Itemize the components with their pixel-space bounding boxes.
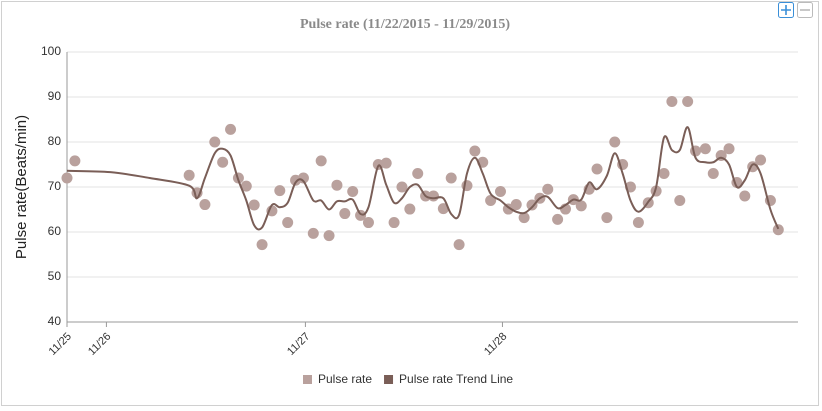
scatter-point [445,172,457,184]
scatter-point [552,213,564,225]
scatter-point [609,136,621,148]
scatter-point [404,203,416,215]
scatter-point [61,172,73,184]
scatter-point [658,168,670,179]
scatter-point [755,154,767,166]
scatter-point [248,199,260,211]
scatter-point [282,217,294,229]
scatter-point [199,199,211,211]
scatter-point [772,224,784,236]
scatter-point [183,169,195,181]
scatter-point [225,123,237,135]
y-tick-label: 90 [48,89,62,103]
scatter-point [469,145,481,157]
scatter-point [739,190,751,202]
x-tick-label: 11/28 [482,331,509,358]
scatter-point [494,186,506,197]
scatter-point [323,230,335,242]
scatter-point [307,227,319,239]
scatter-point [339,208,351,220]
scatter-point [315,155,327,167]
scatter-point [453,239,465,251]
scatter-point [274,185,286,197]
scatter-point [331,179,343,191]
scatter-point [217,156,229,168]
scatter-point [723,143,735,155]
scatter-point [682,96,694,107]
trend-line [66,126,780,231]
scatter-point [388,217,400,229]
legend-swatch [384,375,394,384]
scatter-point [699,143,711,155]
y-tick-label: 50 [48,269,62,283]
scatter-point [380,157,392,169]
scatter-point [518,212,530,224]
scatter-point [510,199,522,211]
scatter-point [526,199,538,211]
y-tick-label: 60 [48,224,62,238]
scatter-point [347,186,359,197]
legend-swatch [303,375,312,384]
scatter-point [209,136,221,148]
legend-label: Pulse rate Trend Line [399,372,513,386]
scatter-point [256,239,268,251]
x-tick-label: 11/27 [285,331,312,358]
scatter-point [362,217,374,229]
y-axis-label: Pulse rate(Beats/min) [13,115,30,259]
y-tick-label: 80 [48,134,62,148]
scatter-point [297,172,309,184]
scatter-point [591,163,603,175]
scatter-point [427,190,439,202]
y-tick-label: 100 [41,44,61,58]
scatter-point [412,168,424,179]
scatter-point [632,217,644,229]
y-tick-label: 40 [48,314,62,328]
scatter-point [69,155,81,167]
zoom-in[interactable] [778,2,794,18]
scatter-point [396,181,408,193]
scatter-point [666,96,678,107]
scatter-point [437,203,449,215]
x-tick-label: 11/26 [86,331,113,358]
scatter-point [542,183,554,195]
legend-label: Pulse rate [318,372,372,386]
scatter-point [240,180,252,192]
scatter-point [355,209,367,221]
x-tick-label: 11/25 [47,331,74,358]
scatter-point [707,168,719,179]
scatter-point [601,212,613,224]
scatter-point [575,200,587,212]
chart-title: Pulse rate (11/22/2015 - 11/29/2015) [300,17,510,32]
y-tick-label: 70 [48,179,62,193]
scatter-point [674,195,686,206]
zoom-out[interactable] [797,2,813,18]
